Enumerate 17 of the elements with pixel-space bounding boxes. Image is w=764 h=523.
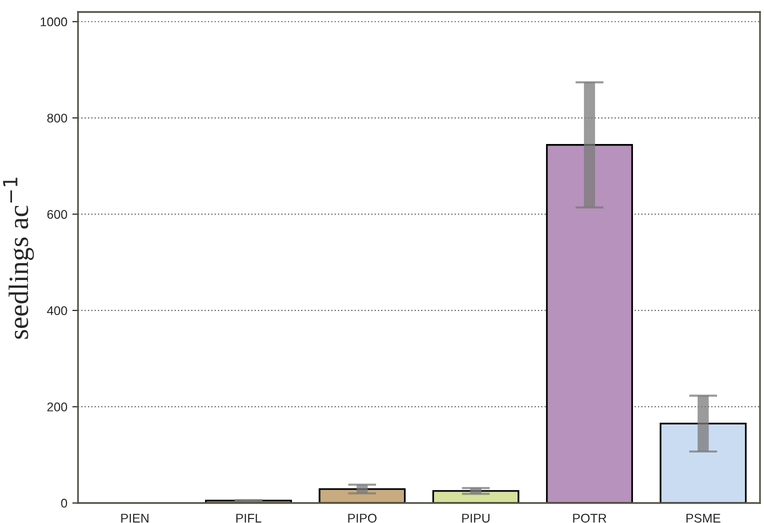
y-tick-label: 1000 — [40, 17, 68, 26]
x-tick-label: PIFL — [236, 514, 262, 522]
bar — [432, 490, 520, 503]
x-tick-label: PIPO — [348, 514, 377, 523]
y-tick-label: 600 — [47, 210, 68, 219]
bar — [318, 488, 406, 503]
bar — [546, 144, 633, 503]
x-tick-label: PIEN — [121, 514, 148, 522]
y-axis-title: seedlings ac$^{−1}$ — [3, 178, 34, 339]
y-tick-label: 200 — [47, 402, 68, 412]
bar — [660, 422, 747, 503]
y-tick-label: 800 — [47, 114, 68, 123]
x-tick-label: POTR — [573, 514, 606, 523]
y-tick-label: 400 — [47, 306, 68, 316]
x-tick-label: PIPU — [462, 514, 490, 523]
x-tick-label: PSME — [686, 514, 720, 523]
y-tick-label: 0 — [61, 498, 68, 508]
